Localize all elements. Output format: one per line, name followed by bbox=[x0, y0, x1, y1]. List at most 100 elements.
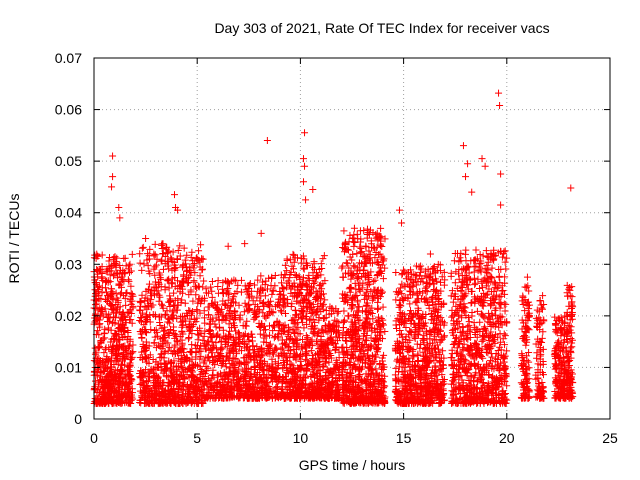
data-point bbox=[281, 261, 289, 269]
data-point bbox=[179, 330, 187, 338]
data-point bbox=[146, 245, 154, 253]
data-point bbox=[170, 330, 178, 338]
data-point bbox=[105, 389, 113, 397]
data-point bbox=[178, 283, 186, 291]
data-point bbox=[160, 333, 168, 341]
data-point bbox=[186, 315, 194, 323]
data-point bbox=[163, 249, 171, 257]
data-point bbox=[143, 256, 151, 264]
data-point bbox=[257, 272, 265, 280]
data-point bbox=[150, 252, 158, 260]
data-point bbox=[138, 354, 146, 362]
data-point bbox=[191, 385, 199, 393]
data-point bbox=[122, 375, 130, 383]
data-point bbox=[116, 335, 124, 343]
data-point bbox=[121, 270, 129, 278]
data-point bbox=[186, 307, 194, 315]
data-point bbox=[340, 317, 348, 325]
data-point bbox=[173, 277, 181, 285]
data-point bbox=[111, 259, 119, 267]
data-point bbox=[99, 367, 107, 375]
data-point bbox=[338, 264, 346, 272]
data-point bbox=[145, 353, 153, 361]
data-point bbox=[101, 345, 109, 353]
data-point bbox=[175, 347, 183, 355]
data-point bbox=[121, 313, 129, 321]
data-point bbox=[283, 256, 291, 264]
data-point bbox=[127, 292, 135, 300]
data-point bbox=[140, 260, 148, 268]
data-point bbox=[149, 301, 157, 309]
data-point bbox=[185, 384, 193, 392]
data-point bbox=[166, 292, 174, 300]
data-point bbox=[193, 306, 201, 314]
data-point bbox=[93, 395, 101, 403]
data-point bbox=[126, 260, 134, 268]
data-point bbox=[123, 366, 131, 374]
data-point bbox=[95, 294, 103, 302]
data-point bbox=[226, 327, 234, 335]
data-point bbox=[161, 326, 169, 334]
data-point bbox=[93, 368, 101, 376]
data-point bbox=[127, 316, 135, 324]
data-point bbox=[95, 381, 103, 389]
data-point bbox=[155, 313, 163, 321]
data-point bbox=[174, 285, 182, 293]
data-point bbox=[151, 311, 159, 319]
data-point bbox=[157, 275, 165, 283]
data-point bbox=[138, 369, 146, 377]
data-point bbox=[185, 333, 193, 341]
data-point bbox=[265, 322, 273, 330]
data-point bbox=[108, 335, 116, 343]
data-point bbox=[125, 262, 133, 270]
data-point bbox=[172, 306, 180, 314]
data-point bbox=[126, 388, 134, 396]
data-point bbox=[124, 329, 132, 337]
data-point bbox=[190, 277, 198, 285]
data-point bbox=[199, 336, 207, 344]
data-point bbox=[97, 308, 105, 316]
data-point bbox=[177, 362, 185, 370]
data-point bbox=[136, 259, 144, 267]
data-point bbox=[164, 339, 172, 347]
data-point bbox=[99, 399, 107, 407]
data-point bbox=[159, 304, 167, 312]
data-point bbox=[151, 251, 159, 259]
data-point bbox=[97, 337, 105, 345]
data-point bbox=[340, 307, 348, 315]
data-point bbox=[106, 314, 114, 322]
data-point bbox=[114, 274, 122, 282]
data-point bbox=[107, 383, 115, 391]
data-point bbox=[161, 397, 169, 405]
data-point bbox=[196, 324, 204, 332]
data-point bbox=[179, 289, 187, 297]
data-point bbox=[171, 341, 179, 349]
data-point bbox=[142, 338, 150, 346]
data-point bbox=[180, 345, 188, 353]
data-point bbox=[196, 263, 204, 271]
data-point bbox=[106, 264, 114, 272]
data-point bbox=[169, 327, 177, 335]
data-point bbox=[93, 314, 101, 322]
data-point bbox=[117, 266, 125, 274]
data-point bbox=[156, 335, 164, 343]
data-point bbox=[129, 341, 137, 349]
data-point bbox=[242, 322, 250, 330]
data-point bbox=[98, 393, 106, 401]
data-point bbox=[121, 392, 129, 400]
data-point bbox=[138, 334, 146, 342]
data-point bbox=[276, 291, 284, 299]
data-point bbox=[202, 289, 210, 297]
data-point bbox=[188, 372, 196, 380]
data-point bbox=[111, 393, 119, 401]
data-point bbox=[170, 265, 178, 273]
data-point bbox=[107, 346, 115, 354]
data-point bbox=[268, 290, 276, 298]
data-point bbox=[92, 290, 100, 298]
data-point bbox=[111, 270, 119, 278]
data-point bbox=[266, 301, 274, 309]
data-point bbox=[214, 277, 222, 285]
data-point bbox=[356, 243, 364, 251]
data-point bbox=[120, 268, 128, 276]
